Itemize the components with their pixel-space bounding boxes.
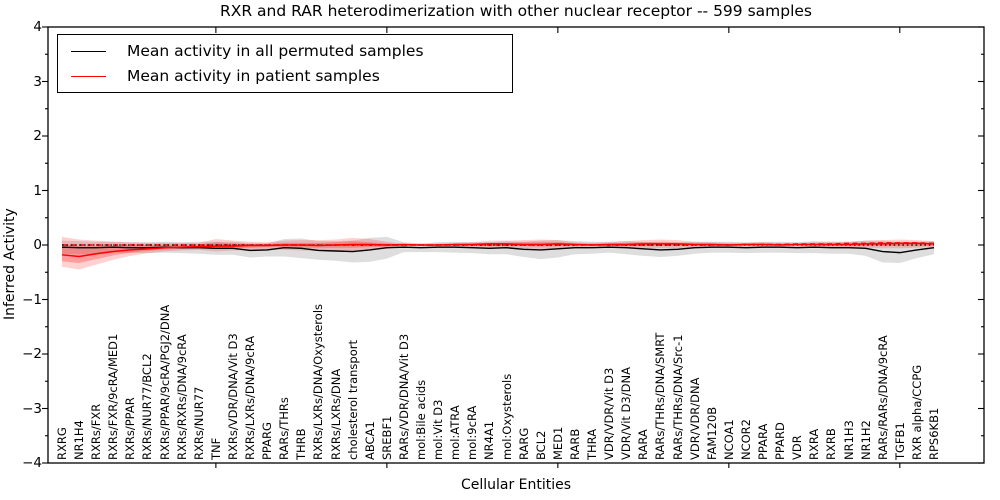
y-tick-label: −3 (22, 400, 42, 417)
x-tick-label: NCOA1 (721, 419, 736, 460)
y-tick-label: 1 (33, 182, 42, 199)
x-tick-label: RXRs/FXR/9cRA/MED1 (106, 333, 121, 460)
x-tick-label: RXRs/FXR (89, 403, 104, 460)
x-tick-label: VDR/VDR/DNA (687, 377, 702, 461)
legend-label-permuted: Mean activity in all permuted samples (127, 42, 424, 60)
x-tick-label: THRA (585, 428, 600, 460)
x-tick-label: PPARA (756, 423, 771, 460)
x-tick-label: RXRs/LXRs/DNA (328, 368, 343, 460)
legend-item-permuted: Mean activity in all permuted samples (71, 42, 502, 60)
x-tick-label: ABCA1 (362, 421, 377, 460)
patient-line-swatch (71, 75, 106, 77)
x-tick-label: THRB (294, 428, 309, 460)
x-tick-label: RXRs/PPAR (123, 397, 138, 460)
y-tick-label: 4 (33, 19, 42, 35)
x-tick-label: RPS6KB1 (927, 407, 941, 460)
x-tick-label: NR1H3 (841, 420, 856, 460)
x-tick-label: TNF (208, 437, 223, 460)
x-tick-label: RARs/VDR/DNA/Vit D3 (396, 333, 411, 460)
x-tick-label: RARs/THRs/DNA/Src-1 (670, 334, 685, 460)
x-tick-label: MED1 (550, 426, 565, 460)
legend-label-patient: Mean activity in patient samples (127, 67, 380, 85)
x-tick-label: cholesterol transport (345, 340, 360, 460)
x-tick-label: NR1H4 (72, 420, 87, 460)
x-tick-label: PPARD (773, 422, 788, 460)
x-tick-label: mol:Oxysterols (499, 373, 514, 460)
x-tick-label: RARs/RARs/DNA/9cRA (875, 335, 890, 460)
x-tick-label: RXR alpha/CCPG (909, 364, 924, 460)
x-tick-label: RARB (567, 428, 582, 460)
x-tick-label: BCL2 (533, 430, 548, 460)
x-tick-label: mol:Vit D3 (431, 399, 446, 460)
x-tick-label: RXRs/PPAR/9cRA/PGJ2/DNA (157, 304, 172, 460)
y-tick-label: −2 (22, 346, 42, 362)
x-tick-label: NR4A1 (482, 420, 497, 460)
y-tick-label: 3 (33, 73, 42, 90)
y-axis-label: Inferred Activity (2, 208, 18, 320)
x-tick-label: NR1H2 (858, 420, 873, 460)
x-tick-label: RXRs/LXRs/DNA/9cRA (243, 335, 258, 460)
x-tick-label: RARs/THRs (277, 397, 292, 460)
x-tick-label: VDR/Vit D3/DNA (619, 367, 634, 460)
permuted-samples-band-band (62, 236, 934, 263)
x-tick-label: RXRs/LXRs/DNA/Oxysterols (311, 303, 326, 460)
x-axis-label: Cellular Entities (460, 477, 572, 493)
x-tick-label: RXRs/NUR77/BCL2 (140, 353, 155, 460)
x-tick-label: SREBF1 (379, 415, 394, 460)
x-tick-label: FAM120B (704, 406, 719, 460)
x-tick-label: VDR/VDR/Vit D3 (602, 367, 617, 460)
x-tick-label: mol:9cRA (465, 405, 480, 460)
x-tick-label: TGFB1 (892, 422, 907, 460)
legend-box: Mean activity in all permuted samples Me… (57, 34, 513, 93)
x-tick-label: RXRs/VDR/DNA/Vit D3 (225, 333, 240, 460)
x-tick-label: PPARG (260, 422, 275, 460)
x-tick-label: RXRs/NUR77 (191, 386, 206, 460)
x-tick-label: RXRs/RXRs/DNA/9cRA (174, 334, 189, 460)
y-tick-label: −1 (22, 291, 42, 308)
mean-activity-in-patient-samples-line (61, 242, 935, 258)
legend-item-patient: Mean activity in patient samples (71, 67, 502, 85)
y-tick-label: 2 (33, 128, 42, 144)
x-tick-label: RARA (636, 429, 651, 460)
x-tick-label: RXRG (55, 427, 69, 460)
permuted-line-swatch (71, 50, 106, 52)
y-tick-label: −4 (22, 455, 42, 471)
x-tick-label: RARG (516, 427, 531, 460)
mean-activity-in-all-permuted-samples-line (61, 246, 935, 254)
y-tick-label: 0 (33, 237, 42, 253)
x-tick-label: RARs/THRs/DNA/SMRT (653, 332, 668, 460)
x-tick-label: NCOR2 (738, 419, 753, 460)
patient-samples-band-inner--band (62, 241, 934, 263)
x-tick-label: mol:Bile acids (414, 379, 429, 460)
x-tick-label: mol:ATRA (448, 405, 463, 460)
x-tick-label: VDR (790, 435, 805, 460)
x-tick-label: RXRA (807, 428, 822, 460)
x-tick-label: RXRB (824, 428, 839, 460)
chart-title: RXR and RAR heterodimerization with othe… (219, 2, 813, 20)
